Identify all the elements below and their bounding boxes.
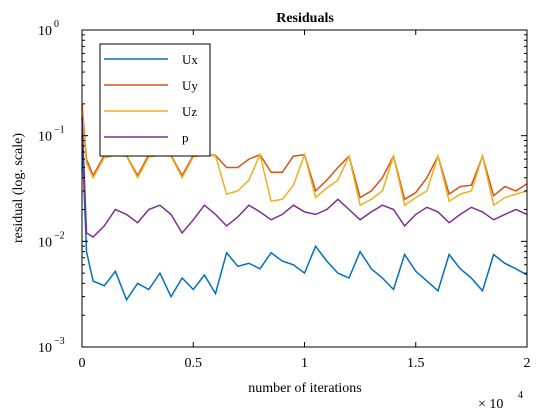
x-tick-label: 2: [524, 356, 531, 371]
y-tick-label: 10 −2: [38, 230, 65, 250]
x-exponent-power: 4: [518, 390, 523, 401]
x-tick-label: 1.5: [407, 356, 425, 371]
x-tick-label: 0: [79, 356, 86, 371]
y-tick-label: 10 0: [38, 19, 59, 39]
y-tick-label: 10 −3: [38, 336, 65, 356]
x-tick-label: 1: [301, 356, 308, 371]
y-tick-exponent: −3: [54, 336, 65, 347]
y-axis-label: residual (log. scale): [11, 133, 26, 243]
y-tick-exponent: −2: [54, 230, 65, 241]
x-tick-label: 0.5: [185, 356, 203, 371]
series-line-uy: [81, 103, 528, 201]
legend: Ux Uy Uz p: [99, 43, 211, 157]
series-line-p: [81, 117, 528, 238]
legend-label-uy: Uy: [182, 78, 198, 93]
plot-area: [81, 103, 528, 302]
y-tick-label: 10 −1: [38, 125, 65, 145]
y-tick-base: 10: [38, 235, 52, 250]
series-line-uz: [81, 108, 528, 207]
x-axis-label: number of iterations: [248, 381, 362, 396]
legend-label-ux: Ux: [182, 52, 198, 67]
y-tick-base: 10: [38, 341, 52, 356]
axes: [81, 29, 528, 348]
legend-label-p: p: [182, 130, 189, 145]
y-tick-exponent: 0: [54, 19, 59, 30]
y-tick-exponent: −1: [54, 125, 65, 136]
chart-title: Residuals: [276, 11, 334, 26]
legend-label-uz: Uz: [182, 104, 197, 119]
y-tick-base: 10: [38, 24, 52, 39]
y-tick-base: 10: [38, 130, 52, 145]
series-line-ux: [81, 135, 528, 302]
x-axis-exponent: × 10 4: [478, 390, 523, 412]
x-exponent-base: × 10: [478, 397, 503, 412]
